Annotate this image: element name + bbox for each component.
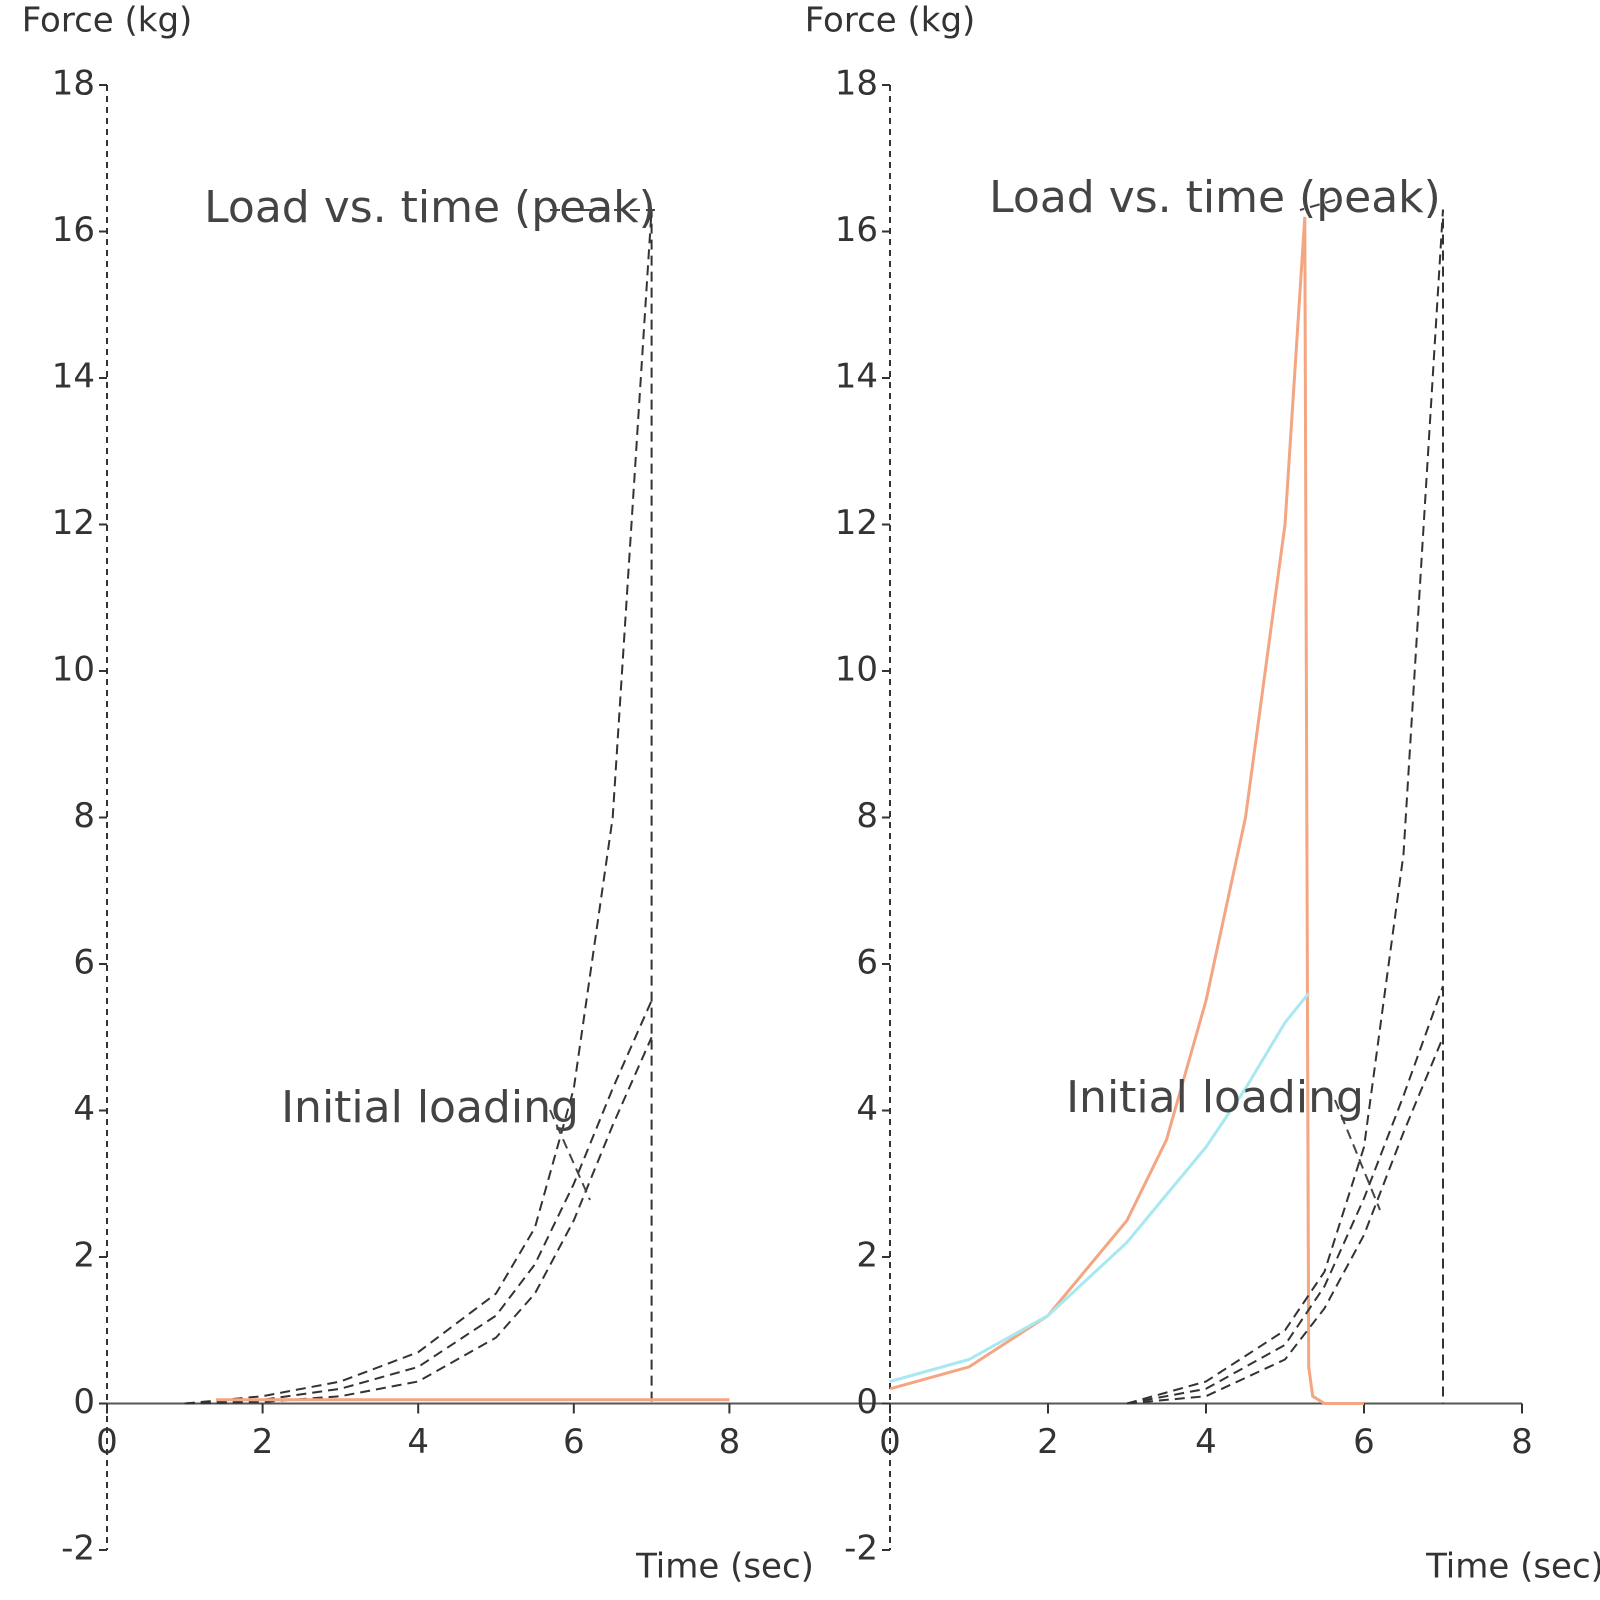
series-line (889, 992, 1310, 1383)
y-tick-label: -2 (844, 1529, 878, 1569)
y-tick-label: 10 (835, 650, 878, 690)
y-tick-label: 0 (856, 1382, 878, 1422)
y-tick-label: 8 (856, 796, 878, 836)
x-axis-label: Time (sec) (1425, 1547, 1600, 1587)
x-tick-label: 8 (719, 1422, 741, 1462)
y-tick-label: 12 (52, 503, 95, 543)
x-tick-label: 6 (1353, 1422, 1375, 1462)
series-line (1126, 985, 1444, 1405)
series-line (889, 216, 1364, 1405)
x-tick-label: 4 (1195, 1422, 1217, 1462)
x-tick-label: 4 (407, 1422, 429, 1462)
y-axis-label: Force (kg) (805, 1, 976, 41)
y-tick-label: 0 (73, 1382, 95, 1422)
x-tick-label: 0 (879, 1422, 901, 1462)
y-tick-label: 16 (52, 210, 95, 250)
y-tick-label: 8 (73, 796, 95, 836)
annotation: Initial loading (1066, 1072, 1364, 1123)
y-axis-label: Force (kg) (22, 1, 193, 41)
series-line (184, 209, 653, 1405)
y-tick-label: 2 (856, 1236, 878, 1276)
annotation-leader (1299, 199, 1336, 211)
x-tick-label: 2 (1037, 1422, 1059, 1462)
y-tick-label: 2 (73, 1236, 95, 1276)
y-tick-label: -2 (61, 1529, 95, 1569)
annotation-leader (1334, 1099, 1381, 1211)
y-tick-label: 18 (52, 64, 95, 104)
y-tick-label: 14 (52, 357, 95, 397)
x-tick-label: 8 (1511, 1422, 1533, 1462)
y-tick-label: 4 (73, 1089, 95, 1129)
annotation: Initial loading (281, 1082, 579, 1133)
y-tick-label: 6 (73, 943, 95, 983)
x-tick-label: 0 (96, 1422, 118, 1462)
series-line (1126, 1036, 1444, 1405)
y-tick-label: 10 (52, 650, 95, 690)
annotation: Load vs. time (peak) (204, 182, 656, 233)
annotation: Load vs. time (peak) (989, 172, 1441, 223)
y-tick-label: 6 (856, 943, 878, 983)
x-axis-label: Time (sec) (635, 1547, 814, 1587)
y-tick-label: 18 (835, 64, 878, 104)
series-line (184, 1000, 653, 1405)
y-tick-label: 12 (835, 503, 878, 543)
y-tick-label: 4 (856, 1089, 878, 1129)
y-tick-label: 14 (835, 357, 878, 397)
x-tick-label: 2 (252, 1422, 274, 1462)
y-tick-label: 16 (835, 210, 878, 250)
x-tick-label: 6 (563, 1422, 585, 1462)
series-line (1126, 209, 1444, 1405)
annotation-leader (549, 1109, 591, 1201)
